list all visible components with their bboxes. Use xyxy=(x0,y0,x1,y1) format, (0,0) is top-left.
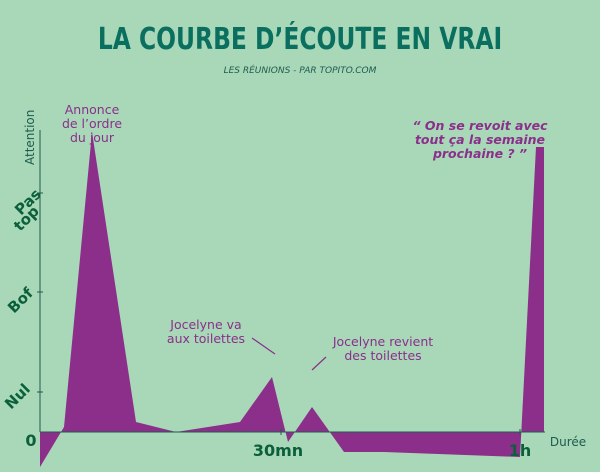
annotation-line: Jocelyne revient xyxy=(332,334,433,349)
chart-title: LA COURBE D’ÉCOUTE EN VRAI xyxy=(97,22,503,57)
x-axis-label: Durée xyxy=(550,435,586,449)
y-axis-label: Attention xyxy=(23,110,37,165)
chart-subtitle: LES RÉUNIONS - PAR TOPITO.COM xyxy=(223,66,377,76)
annotation-line: prochaine ? ” xyxy=(432,146,527,161)
x-tick-label-0: 0 xyxy=(25,431,36,450)
leader-line-toilettes-depart xyxy=(251,337,276,355)
annotation-line: tout ça la semaine xyxy=(415,132,545,147)
y-tick-label-nul: Nul xyxy=(1,380,34,413)
attention-area xyxy=(40,132,544,467)
annotation-line: du jour xyxy=(70,130,115,145)
leader-line-toilettes-retour xyxy=(311,356,327,371)
x-tick-label-30mn: 30mn xyxy=(253,441,303,460)
annotation-line: Annonce xyxy=(65,102,120,117)
annotation-line: de l’ordre xyxy=(62,116,122,131)
annotation-line: des toilettes xyxy=(344,348,421,363)
annotation-line: “ On se revoit avec xyxy=(412,118,548,133)
x-tick-label-1h: 1h xyxy=(509,441,532,460)
annotation-line: aux toilettes xyxy=(167,331,245,346)
annotation-line: Jocelyne va xyxy=(169,317,241,332)
y-tick-label-bof: Bof xyxy=(4,284,37,317)
